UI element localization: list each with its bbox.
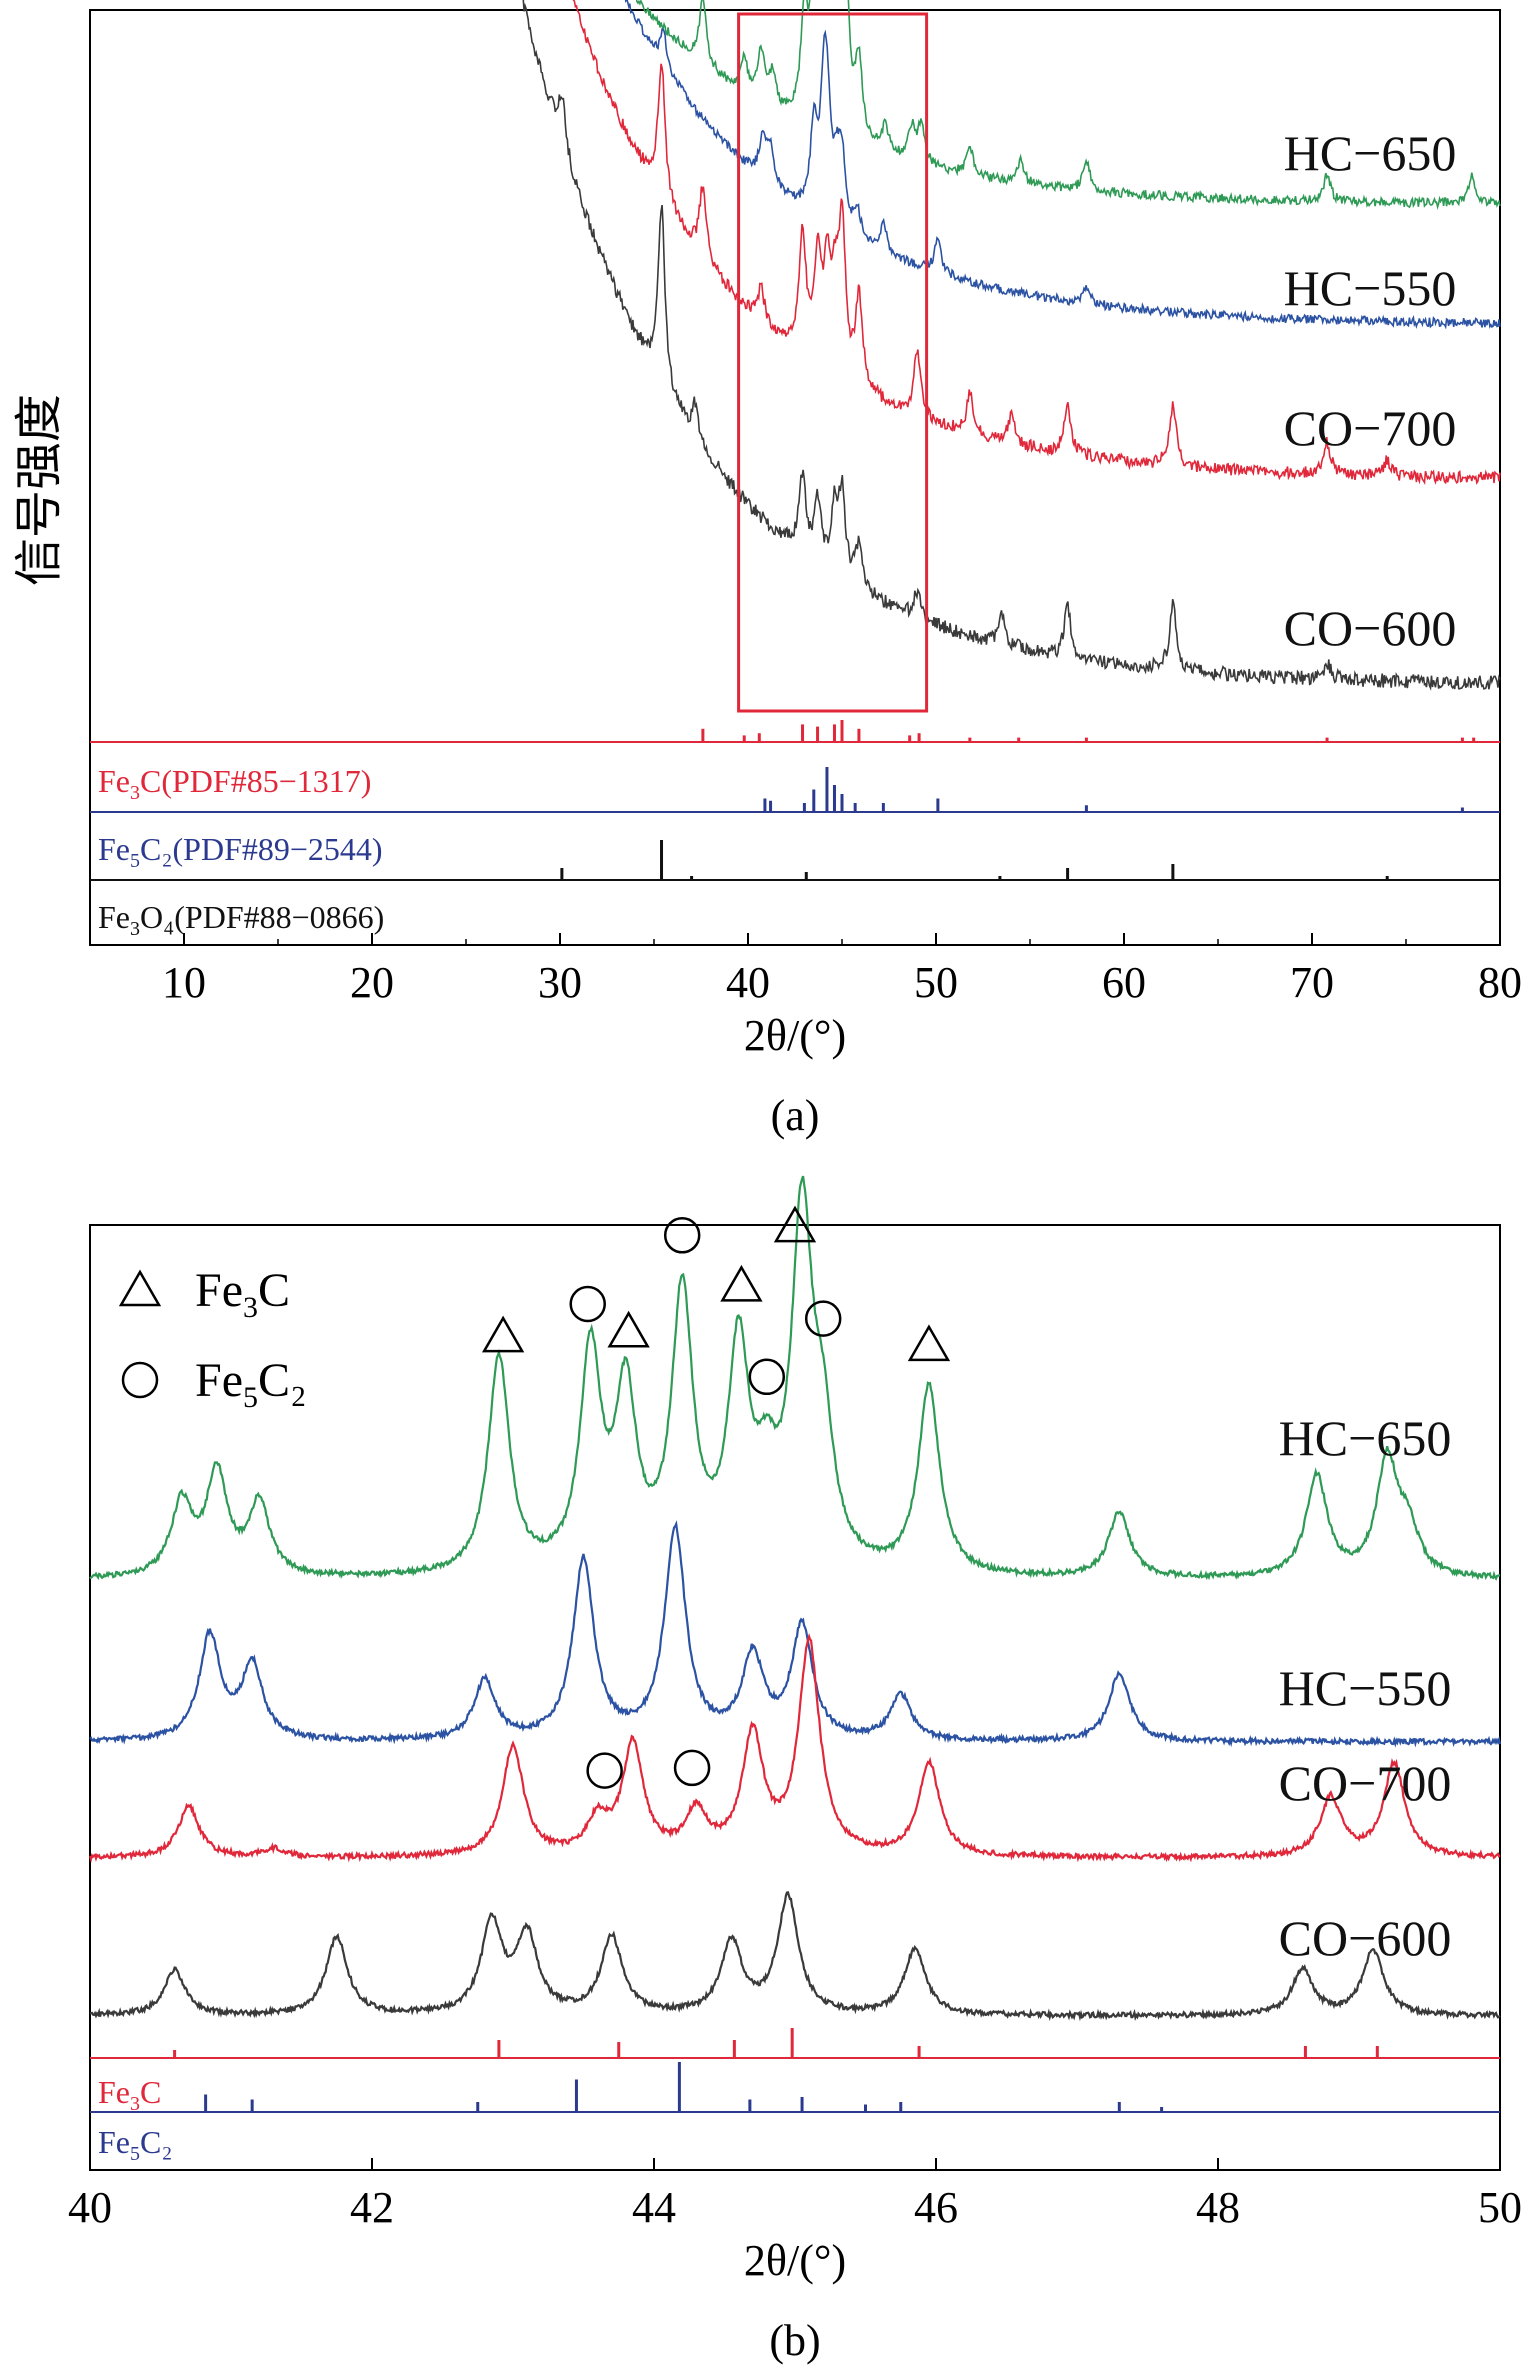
x-tick-label: 50 (914, 958, 958, 1007)
fe5c2-marker-icon (804, 1300, 842, 1337)
series-line-HC-550 (624, 0, 1501, 330)
x-tick-label: 80 (1478, 958, 1522, 1007)
reference-label-Fe5C2-pre: Fe (98, 831, 130, 867)
reference-label-Fe5C2: Fe5C₂ (98, 2124, 173, 2165)
series-label-CO-700: CO−700 (1284, 400, 1457, 456)
reference-label-Fe5C2-sub: 5 (130, 850, 140, 872)
series-label-HC-650: HC−650 (1284, 125, 1457, 181)
fe5c2-marker-icon (569, 1285, 606, 1323)
x-tick-label: 20 (350, 958, 394, 1007)
fe5c2-marker-icon (673, 1749, 711, 1787)
reference-label-Fe3C-post: C(PDF#85−1317) (140, 763, 371, 799)
reference-label-Fe3O4: Fe3O₄(PDF#88−0866) (98, 899, 384, 940)
series-line-HC-550 (89, 1520, 1502, 1748)
plot-frame (89, 1224, 1501, 2171)
fe3c-marker-icon (607, 1310, 650, 1348)
legend-label-post: C₂ (258, 1354, 307, 1407)
series-label-HC-550: HC−550 (1279, 1660, 1452, 1716)
x-tick-label: 10 (162, 958, 206, 1007)
panel-a: HC−650HC−550CO−700CO−600Fe3C(PDF#85−1317… (13, 0, 1522, 1140)
fe3c-marker-icon (907, 1324, 951, 1362)
x-axis-label: 2θ/(°) (744, 2236, 846, 2285)
reference-label-Fe5C2-sub: 5 (130, 2143, 140, 2165)
x-tick-label: 70 (1290, 958, 1334, 1007)
reference-label-Fe3O4-pre: Fe (98, 899, 130, 935)
fe5c2-marker-icon (748, 1358, 786, 1396)
reference-label-Fe3C-pre: Fe (98, 763, 130, 799)
x-tick-label: 44 (632, 2183, 676, 2232)
legend-circle-icon (121, 1361, 159, 1399)
x-tick-label: 46 (914, 2183, 958, 2232)
x-tick-label: 42 (350, 2183, 394, 2232)
fe3c-marker-icon (773, 1205, 817, 1243)
legend-label-pre: Fe (195, 1354, 243, 1407)
reference-label-Fe3C-post: C (140, 2074, 161, 2110)
legend-label-post: C (258, 1264, 290, 1317)
y-axis-label: 信号强度 (13, 394, 66, 586)
reference-label-Fe5C2: Fe5C₂(PDF#89−2544) (98, 831, 383, 872)
panel-label: (b) (769, 2316, 820, 2365)
series-line-CO-700 (572, 0, 1501, 485)
fe5c2-marker-icon (586, 1752, 623, 1789)
reference-label-Fe5C2-pre: Fe (98, 2124, 130, 2160)
series-label-CO-700: CO−700 (1279, 1755, 1452, 1811)
highlight-box (737, 12, 929, 713)
legend-label-sub: 5 (243, 1381, 258, 1414)
legend-label-pre: Fe (195, 1264, 243, 1317)
reference-label-Fe5C2-post: C₂ (140, 2124, 173, 2160)
legend-triangle-icon (118, 1269, 162, 1307)
reference-label-Fe3O4-post: O₄(PDF#88−0866) (140, 899, 384, 935)
panel-label: (a) (771, 1091, 820, 1140)
series-line-HC-650 (635, 0, 1501, 211)
series-label-HC-550: HC−550 (1284, 260, 1457, 316)
fe3c-marker-icon (481, 1315, 525, 1353)
reference-label-Fe3O4-sub: 3 (130, 918, 140, 940)
reference-label-Fe3C: Fe3C (98, 2074, 161, 2115)
legend-label: Fe3C (195, 1264, 290, 1324)
legend-label-sub: 3 (243, 1291, 258, 1324)
series-label-HC-650: HC−650 (1279, 1410, 1452, 1466)
x-tick-label: 60 (1102, 958, 1146, 1007)
series-line-CO-600 (522, 0, 1501, 691)
fe3c-marker-icon (720, 1264, 763, 1302)
x-tick-label: 40 (68, 2183, 112, 2232)
x-tick-label: 40 (726, 958, 770, 1007)
series-line-CO-700 (88, 1632, 1501, 1863)
reference-label-Fe5C2-post: C₂(PDF#89−2544) (140, 831, 383, 867)
reference-label-Fe3C: Fe3C(PDF#85−1317) (98, 763, 371, 804)
reference-label-Fe3C-sub: 3 (130, 2093, 140, 2115)
series-label-CO-600: CO−600 (1279, 1910, 1452, 1966)
reference-label-Fe3C-pre: Fe (98, 2074, 130, 2110)
series-line-CO-600 (89, 1891, 1501, 2022)
fe5c2-marker-icon (663, 1217, 701, 1254)
x-axis-label: 2θ/(°) (744, 1011, 846, 1060)
x-tick-label: 30 (538, 958, 582, 1007)
x-tick-label: 50 (1478, 2183, 1522, 2232)
reference-label-Fe3C-sub: 3 (130, 782, 140, 804)
x-tick-label: 48 (1196, 2183, 1240, 2232)
series-line-HC-650 (89, 1175, 1500, 1581)
legend-label: Fe5C₂ (195, 1354, 307, 1414)
series-label-CO-600: CO−600 (1284, 600, 1457, 656)
